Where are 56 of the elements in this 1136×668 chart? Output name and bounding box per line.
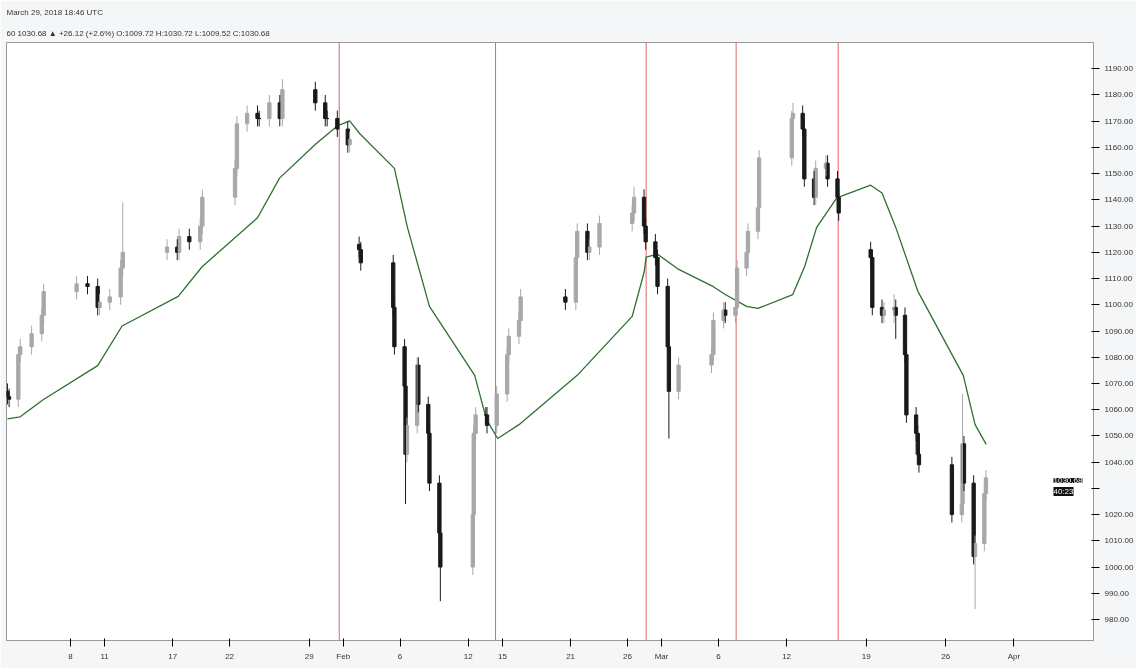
y-tick-label: 1000.00 — [1104, 562, 1134, 572]
y-tick-label: 1060.00 — [1104, 405, 1134, 415]
x-tick-label: 29 — [304, 651, 315, 661]
candlestick — [313, 81, 318, 112]
text: March 29, 2018 18:46 UTC — [6, 7, 104, 17]
x-tick-label: 6 — [716, 651, 722, 661]
y-tick-label: 1170.00 — [1104, 116, 1134, 126]
x-tick-label: 19 — [861, 651, 872, 661]
candlestick — [676, 356, 681, 400]
x-tick-label: 17 — [168, 651, 178, 661]
x-tick-label: Apr — [1007, 651, 1021, 661]
x-tick-label: 22 — [225, 651, 235, 661]
x-tick-label: 8 — [68, 651, 74, 661]
y-tick-label: 1150.00 — [1104, 169, 1134, 179]
y-tick-label: 1070.00 — [1104, 378, 1134, 388]
y-tick-label: 1080.00 — [1104, 352, 1134, 362]
candlestick — [29, 325, 34, 356]
candlestick — [494, 385, 499, 434]
text: 60 1030.68 ▲ +26.12 (+2.6%) O:1009.72 H:1030.72 L:1009.52 C:1030.68 — [6, 28, 271, 38]
y-tick-label: 1130.00 — [1104, 221, 1134, 231]
candlestick — [107, 288, 112, 311]
annotation: 40:23 — [1053, 486, 1075, 496]
y-tick-label: 1090.00 — [1104, 326, 1134, 336]
candlestick — [74, 275, 79, 301]
y-tick-label: 1050.00 — [1104, 431, 1134, 441]
y-tick-label: 1100.00 — [1104, 300, 1134, 310]
candlestick — [563, 288, 568, 311]
y-tick-label: 1040.00 — [1104, 457, 1134, 467]
candlestick — [267, 94, 272, 127]
annotation: 1030.68 — [1053, 475, 1083, 485]
line-series — [6, 120, 987, 445]
y-tick-label: 1010.00 — [1104, 536, 1134, 546]
y-tick-label: 1110.00 — [1104, 274, 1133, 284]
y-tick-label: 1190.00 — [1104, 64, 1134, 74]
x-tick-label: 15 — [497, 651, 508, 661]
x-tick-label: Mar — [654, 651, 669, 661]
x-tick-label: 26 — [941, 651, 951, 661]
y-tick-label: 990.00 — [1104, 588, 1130, 598]
x-tick-label: Feb — [336, 651, 351, 661]
candlestick — [187, 228, 192, 251]
x-tick-label: 12 — [463, 651, 474, 661]
y-tick-label: 980.00 — [1104, 615, 1130, 625]
candlestick — [597, 215, 602, 256]
x-tick-label: 21 — [566, 651, 576, 661]
x-tick-label: 26 — [622, 651, 633, 661]
candlestick — [280, 78, 285, 127]
y-tick-label: 1120.00 — [1104, 247, 1134, 257]
y-tick-label: 1020.00 — [1104, 510, 1134, 520]
x-tick-label: 6 — [397, 651, 403, 661]
x-tick-label: 12 — [782, 651, 792, 661]
y-tick-label: 1180.00 — [1104, 90, 1134, 100]
y-tick-label: 1140.00 — [1104, 195, 1134, 205]
candlestick — [85, 275, 90, 295]
candlestick — [335, 110, 340, 138]
x-tick-label: 11 — [100, 651, 110, 661]
y-tick-label: 1160.00 — [1104, 142, 1134, 152]
